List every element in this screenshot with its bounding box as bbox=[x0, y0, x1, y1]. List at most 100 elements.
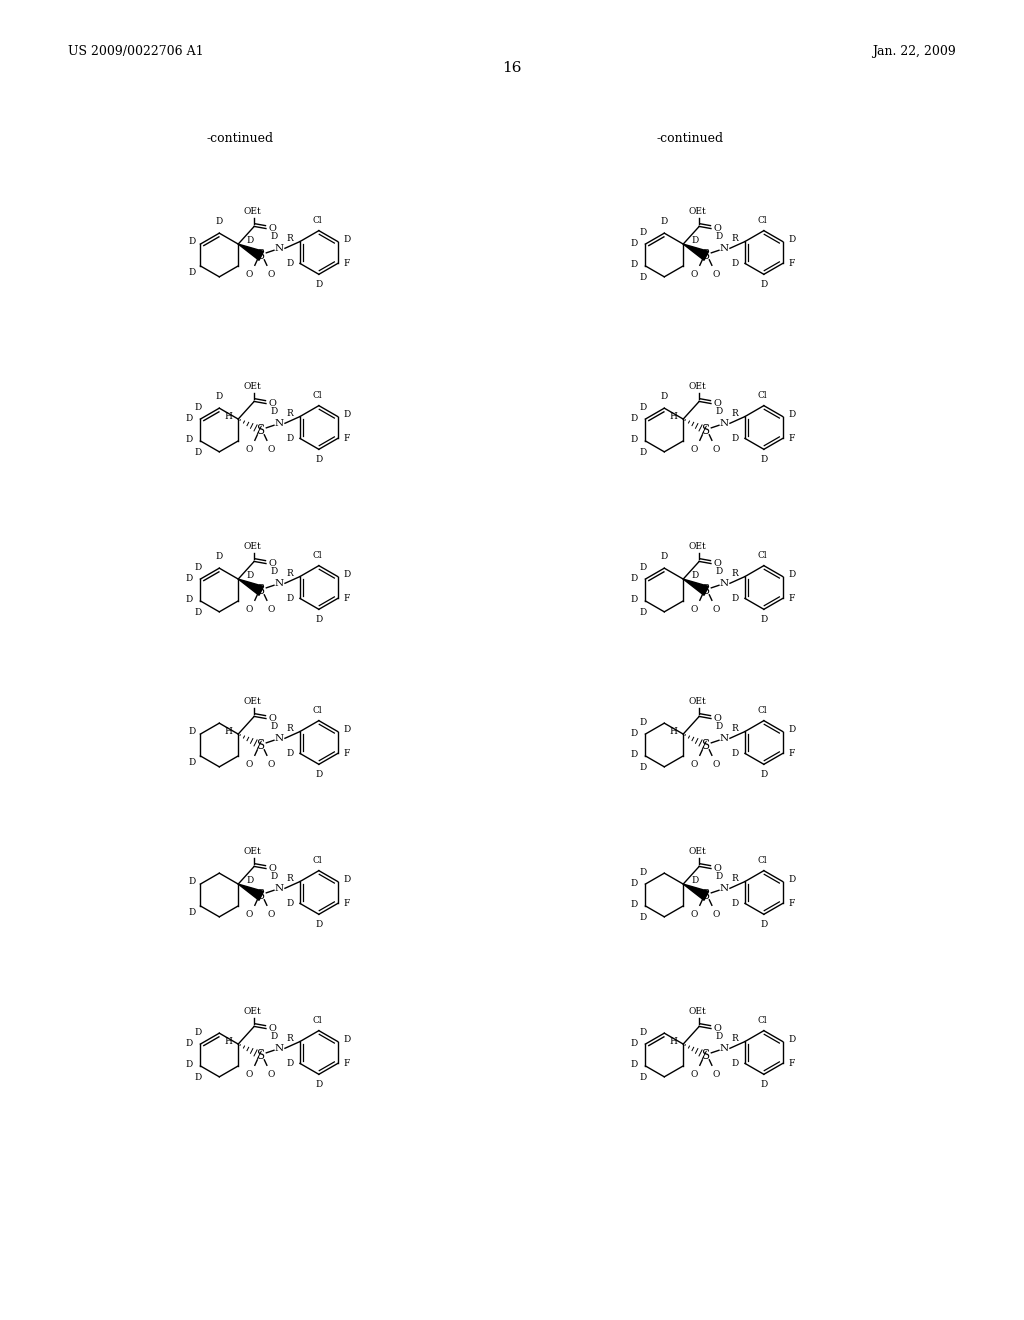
Text: D: D bbox=[270, 408, 278, 416]
Text: D: D bbox=[716, 568, 723, 577]
Text: D: D bbox=[630, 1060, 637, 1069]
Text: O: O bbox=[712, 1071, 720, 1080]
Text: OEt: OEt bbox=[244, 383, 261, 392]
Text: Cl: Cl bbox=[312, 550, 322, 560]
Text: F: F bbox=[788, 259, 796, 268]
Text: D: D bbox=[287, 259, 294, 268]
Text: D: D bbox=[716, 873, 723, 882]
Text: Cl: Cl bbox=[757, 550, 767, 560]
Text: OEt: OEt bbox=[244, 1007, 261, 1016]
Text: D: D bbox=[246, 875, 254, 884]
Text: N: N bbox=[720, 1044, 728, 1053]
Text: OEt: OEt bbox=[244, 543, 261, 552]
Text: D: D bbox=[195, 609, 202, 616]
Text: D: D bbox=[716, 232, 723, 242]
Text: D: D bbox=[344, 875, 351, 884]
Text: D: D bbox=[732, 1059, 739, 1068]
Polygon shape bbox=[683, 579, 709, 595]
Text: D: D bbox=[287, 434, 294, 444]
Text: D: D bbox=[315, 455, 323, 465]
Text: D: D bbox=[640, 1073, 647, 1082]
Text: OEt: OEt bbox=[244, 207, 261, 216]
Text: D: D bbox=[195, 1028, 202, 1038]
Text: F: F bbox=[788, 899, 796, 908]
Text: D: D bbox=[344, 411, 351, 418]
Text: D: D bbox=[315, 280, 323, 289]
Text: D: D bbox=[630, 595, 637, 605]
Text: D: D bbox=[640, 1028, 647, 1038]
Text: N: N bbox=[274, 578, 284, 587]
Text: D: D bbox=[630, 1039, 637, 1048]
Text: D: D bbox=[188, 268, 196, 277]
Text: D: D bbox=[630, 413, 637, 422]
Text: D: D bbox=[344, 1035, 351, 1044]
Text: D: D bbox=[185, 574, 193, 582]
Text: N: N bbox=[274, 418, 284, 428]
Text: Cl: Cl bbox=[757, 215, 767, 224]
Text: N: N bbox=[720, 578, 728, 587]
Text: D: D bbox=[188, 236, 196, 246]
Text: D: D bbox=[760, 615, 767, 624]
Text: D: D bbox=[660, 218, 668, 226]
Text: D: D bbox=[691, 570, 698, 579]
Text: D: D bbox=[287, 748, 294, 758]
Text: D: D bbox=[716, 1032, 723, 1041]
Text: D: D bbox=[270, 1032, 278, 1041]
Text: D: D bbox=[640, 913, 647, 921]
Text: D: D bbox=[270, 873, 278, 882]
Text: R: R bbox=[286, 874, 293, 883]
Text: F: F bbox=[788, 748, 796, 758]
Text: S: S bbox=[702, 585, 711, 598]
Text: O: O bbox=[267, 1071, 274, 1080]
Text: D: D bbox=[185, 413, 193, 422]
Text: S: S bbox=[257, 249, 265, 263]
Text: D: D bbox=[716, 722, 723, 731]
Text: Cl: Cl bbox=[312, 855, 322, 865]
Text: R: R bbox=[731, 725, 737, 734]
Text: OEt: OEt bbox=[688, 383, 707, 392]
Text: O: O bbox=[690, 911, 697, 919]
Text: S: S bbox=[257, 890, 265, 903]
Text: O: O bbox=[714, 224, 722, 234]
Text: R: R bbox=[731, 874, 737, 883]
Text: OEt: OEt bbox=[688, 1007, 707, 1016]
Text: S: S bbox=[257, 739, 265, 752]
Polygon shape bbox=[239, 884, 263, 900]
Text: O: O bbox=[269, 560, 276, 568]
Text: D: D bbox=[287, 899, 294, 908]
Text: O: O bbox=[269, 1024, 276, 1034]
Text: O: O bbox=[714, 1024, 722, 1034]
Text: R: R bbox=[286, 725, 293, 734]
Text: D: D bbox=[660, 552, 668, 561]
Text: D: D bbox=[195, 447, 202, 457]
Text: OEt: OEt bbox=[244, 847, 261, 857]
Text: F: F bbox=[344, 259, 350, 268]
Text: R: R bbox=[731, 409, 737, 418]
Text: R: R bbox=[286, 409, 293, 418]
Text: S: S bbox=[702, 739, 711, 752]
Text: Cl: Cl bbox=[757, 855, 767, 865]
Text: N: N bbox=[720, 884, 728, 892]
Text: O: O bbox=[269, 865, 276, 873]
Text: D: D bbox=[630, 750, 637, 759]
Text: 16: 16 bbox=[502, 61, 522, 75]
Text: D: D bbox=[188, 758, 196, 767]
Text: D: D bbox=[788, 411, 796, 418]
Text: D: D bbox=[287, 1059, 294, 1068]
Text: Jan. 22, 2009: Jan. 22, 2009 bbox=[872, 45, 956, 58]
Text: O: O bbox=[245, 911, 253, 919]
Text: D: D bbox=[270, 568, 278, 577]
Text: Cl: Cl bbox=[312, 215, 322, 224]
Text: D: D bbox=[716, 408, 723, 416]
Text: D: D bbox=[630, 574, 637, 582]
Text: D: D bbox=[630, 239, 637, 248]
Text: F: F bbox=[344, 594, 350, 603]
Text: H: H bbox=[670, 726, 677, 735]
Text: S: S bbox=[702, 249, 711, 263]
Text: D: D bbox=[732, 899, 739, 908]
Text: D: D bbox=[640, 763, 647, 772]
Text: D: D bbox=[246, 570, 254, 579]
Polygon shape bbox=[239, 579, 263, 595]
Text: D: D bbox=[732, 434, 739, 444]
Text: Cl: Cl bbox=[312, 391, 322, 400]
